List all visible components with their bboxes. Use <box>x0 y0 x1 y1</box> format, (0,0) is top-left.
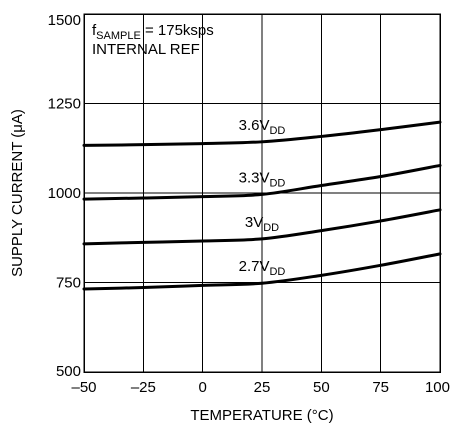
x-tick-label: 50 <box>313 379 330 396</box>
sample-rate-annotation: fSAMPLE = 175ksps INTERNAL REF <box>92 22 214 58</box>
series-label: 3.6VDD <box>239 117 286 137</box>
series-line-3-3vdd <box>82 163 442 201</box>
series-label: 3VDD <box>245 214 279 234</box>
series-label-subscript: DD <box>269 177 285 189</box>
x-tick-label: 100 <box>425 379 450 396</box>
series-line-3vdd <box>82 208 442 246</box>
y-tick-label: 1250 <box>48 96 81 113</box>
sample-rate-value: = 175ksps <box>141 22 214 39</box>
sample-rate-prefix: f <box>92 22 97 39</box>
y-tick-label: 750 <box>56 275 81 292</box>
series-label-voltage: 3.6V <box>239 117 270 134</box>
y-tick-label: 1500 <box>48 12 81 29</box>
y-axis-label: SUPPLY CURRENT (μA) <box>9 109 26 277</box>
series-label-subscript: DD <box>269 125 285 137</box>
reference-label: INTERNAL REF <box>92 41 200 58</box>
x-tick-label: 75 <box>372 379 389 396</box>
series-label: 2.7VDD <box>239 258 286 278</box>
series-label-subscript: DD <box>263 222 279 234</box>
series-line-2-7vdd <box>82 252 442 291</box>
y-tick-label: 1000 <box>48 185 81 202</box>
x-axis-label: TEMPERATURE (°C) <box>190 407 333 424</box>
series-label-voltage: 2.7V <box>239 258 270 275</box>
y-tick-label: 500 <box>56 363 81 380</box>
series-label-voltage: 3.3V <box>239 169 270 186</box>
sample-rate-label: fSAMPLE = 175ksps <box>92 22 214 42</box>
series-label-voltage: 3V <box>245 214 263 231</box>
x-tick-label: –50 <box>71 379 96 396</box>
x-tick-label: –25 <box>131 379 156 396</box>
series-label-subscript: DD <box>269 266 285 278</box>
x-tick-label: 25 <box>254 379 271 396</box>
plot-frame <box>83 13 441 373</box>
series-line-3-6vdd <box>82 120 442 147</box>
x-tick-label: 0 <box>198 379 206 396</box>
sample-rate-subscript: SAMPLE <box>96 30 141 42</box>
tick-labels: –50 –25 0 25 50 75 100 500 750 1000 1250 1500 <box>48 12 450 396</box>
series-label: 3.3VDD <box>239 169 286 189</box>
